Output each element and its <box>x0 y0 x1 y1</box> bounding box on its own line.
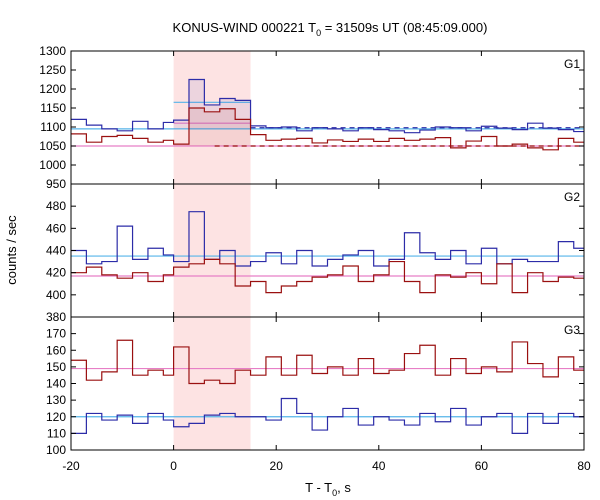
y-axis-label: counts / sec <box>4 215 19 285</box>
g3-y-tick-label: 100 <box>46 443 66 457</box>
g1-red-signal-fill-0 <box>173 108 251 146</box>
x-axis-label-main: T - T <box>305 480 332 495</box>
x-tick-label: 0 <box>170 459 177 473</box>
g1-y-tick-label: 1100 <box>40 120 66 134</box>
g1-panel-frame <box>70 50 585 185</box>
g2-panel-label: G2 <box>564 190 580 204</box>
x-tick-label: 40 <box>372 459 386 473</box>
x-axis-label-rest: , s <box>337 480 351 495</box>
highlight-layer <box>173 51 251 450</box>
g2-y-tick-label: 420 <box>46 266 66 280</box>
g2-y-tick-label: 380 <box>46 310 66 324</box>
g1-y-tick-label: 1050 <box>39 139 66 153</box>
chart-title-main: KONUS-WIND 000221 T <box>173 20 317 35</box>
g1-panel-label: G1 <box>564 57 580 71</box>
g1-red-histogram <box>71 107 584 151</box>
g3-y-tick-label: 130 <box>46 393 66 407</box>
g3-red-histogram <box>71 339 584 385</box>
g1-y-tick-label: 950 <box>46 177 66 191</box>
x-tick-label: 80 <box>577 459 591 473</box>
chart-title-subscript: 0 <box>316 28 321 38</box>
g3-y-tick-label: 120 <box>46 410 66 424</box>
g3-y-tick-label: 150 <box>46 360 66 374</box>
x-axis-label-subscript: 0 <box>332 488 337 498</box>
series-layer <box>71 78 584 434</box>
x-tick-label: 60 <box>475 459 489 473</box>
axes-layer: 9501000105011001150120012501300G13804004… <box>39 44 591 473</box>
g3-y-tick-label: 140 <box>46 377 66 391</box>
x-tick-label: -20 <box>62 459 80 473</box>
g1-y-tick-label: 1200 <box>39 82 66 96</box>
g2-y-tick-label: 440 <box>46 244 66 258</box>
chart-title: KONUS-WIND 000221 T0 = 31509s UT (08:45:… <box>173 20 488 38</box>
g2-y-tick-label: 480 <box>46 199 66 213</box>
g3-y-tick-label: 160 <box>46 343 66 357</box>
x-axis-label: T - T0, s <box>305 480 351 498</box>
g2-y-tick-label: 400 <box>46 288 66 302</box>
highlight-interval <box>173 51 251 450</box>
g3-panel-label: G3 <box>564 323 580 337</box>
g2-y-tick-label: 460 <box>46 221 66 235</box>
g1-blue-signal-fill-0 <box>173 79 251 129</box>
g1-y-tick-label: 1250 <box>39 63 66 77</box>
g3-blue-histogram <box>71 397 584 434</box>
g1-y-tick-label: 1300 <box>39 44 66 58</box>
g1-blue-histogram <box>71 78 584 134</box>
g3-y-tick-label: 170 <box>46 327 66 341</box>
g3-y-tick-label: 110 <box>47 426 66 440</box>
g1-y-tick-label: 1000 <box>39 158 66 172</box>
g2-blue-histogram <box>71 211 584 267</box>
g1-y-tick-label: 1150 <box>40 101 66 115</box>
x-tick-label: 20 <box>270 459 284 473</box>
chart-title-rest: = 31509s UT (08:45:09.000) <box>321 20 487 35</box>
g2-red-histogram <box>71 258 584 294</box>
